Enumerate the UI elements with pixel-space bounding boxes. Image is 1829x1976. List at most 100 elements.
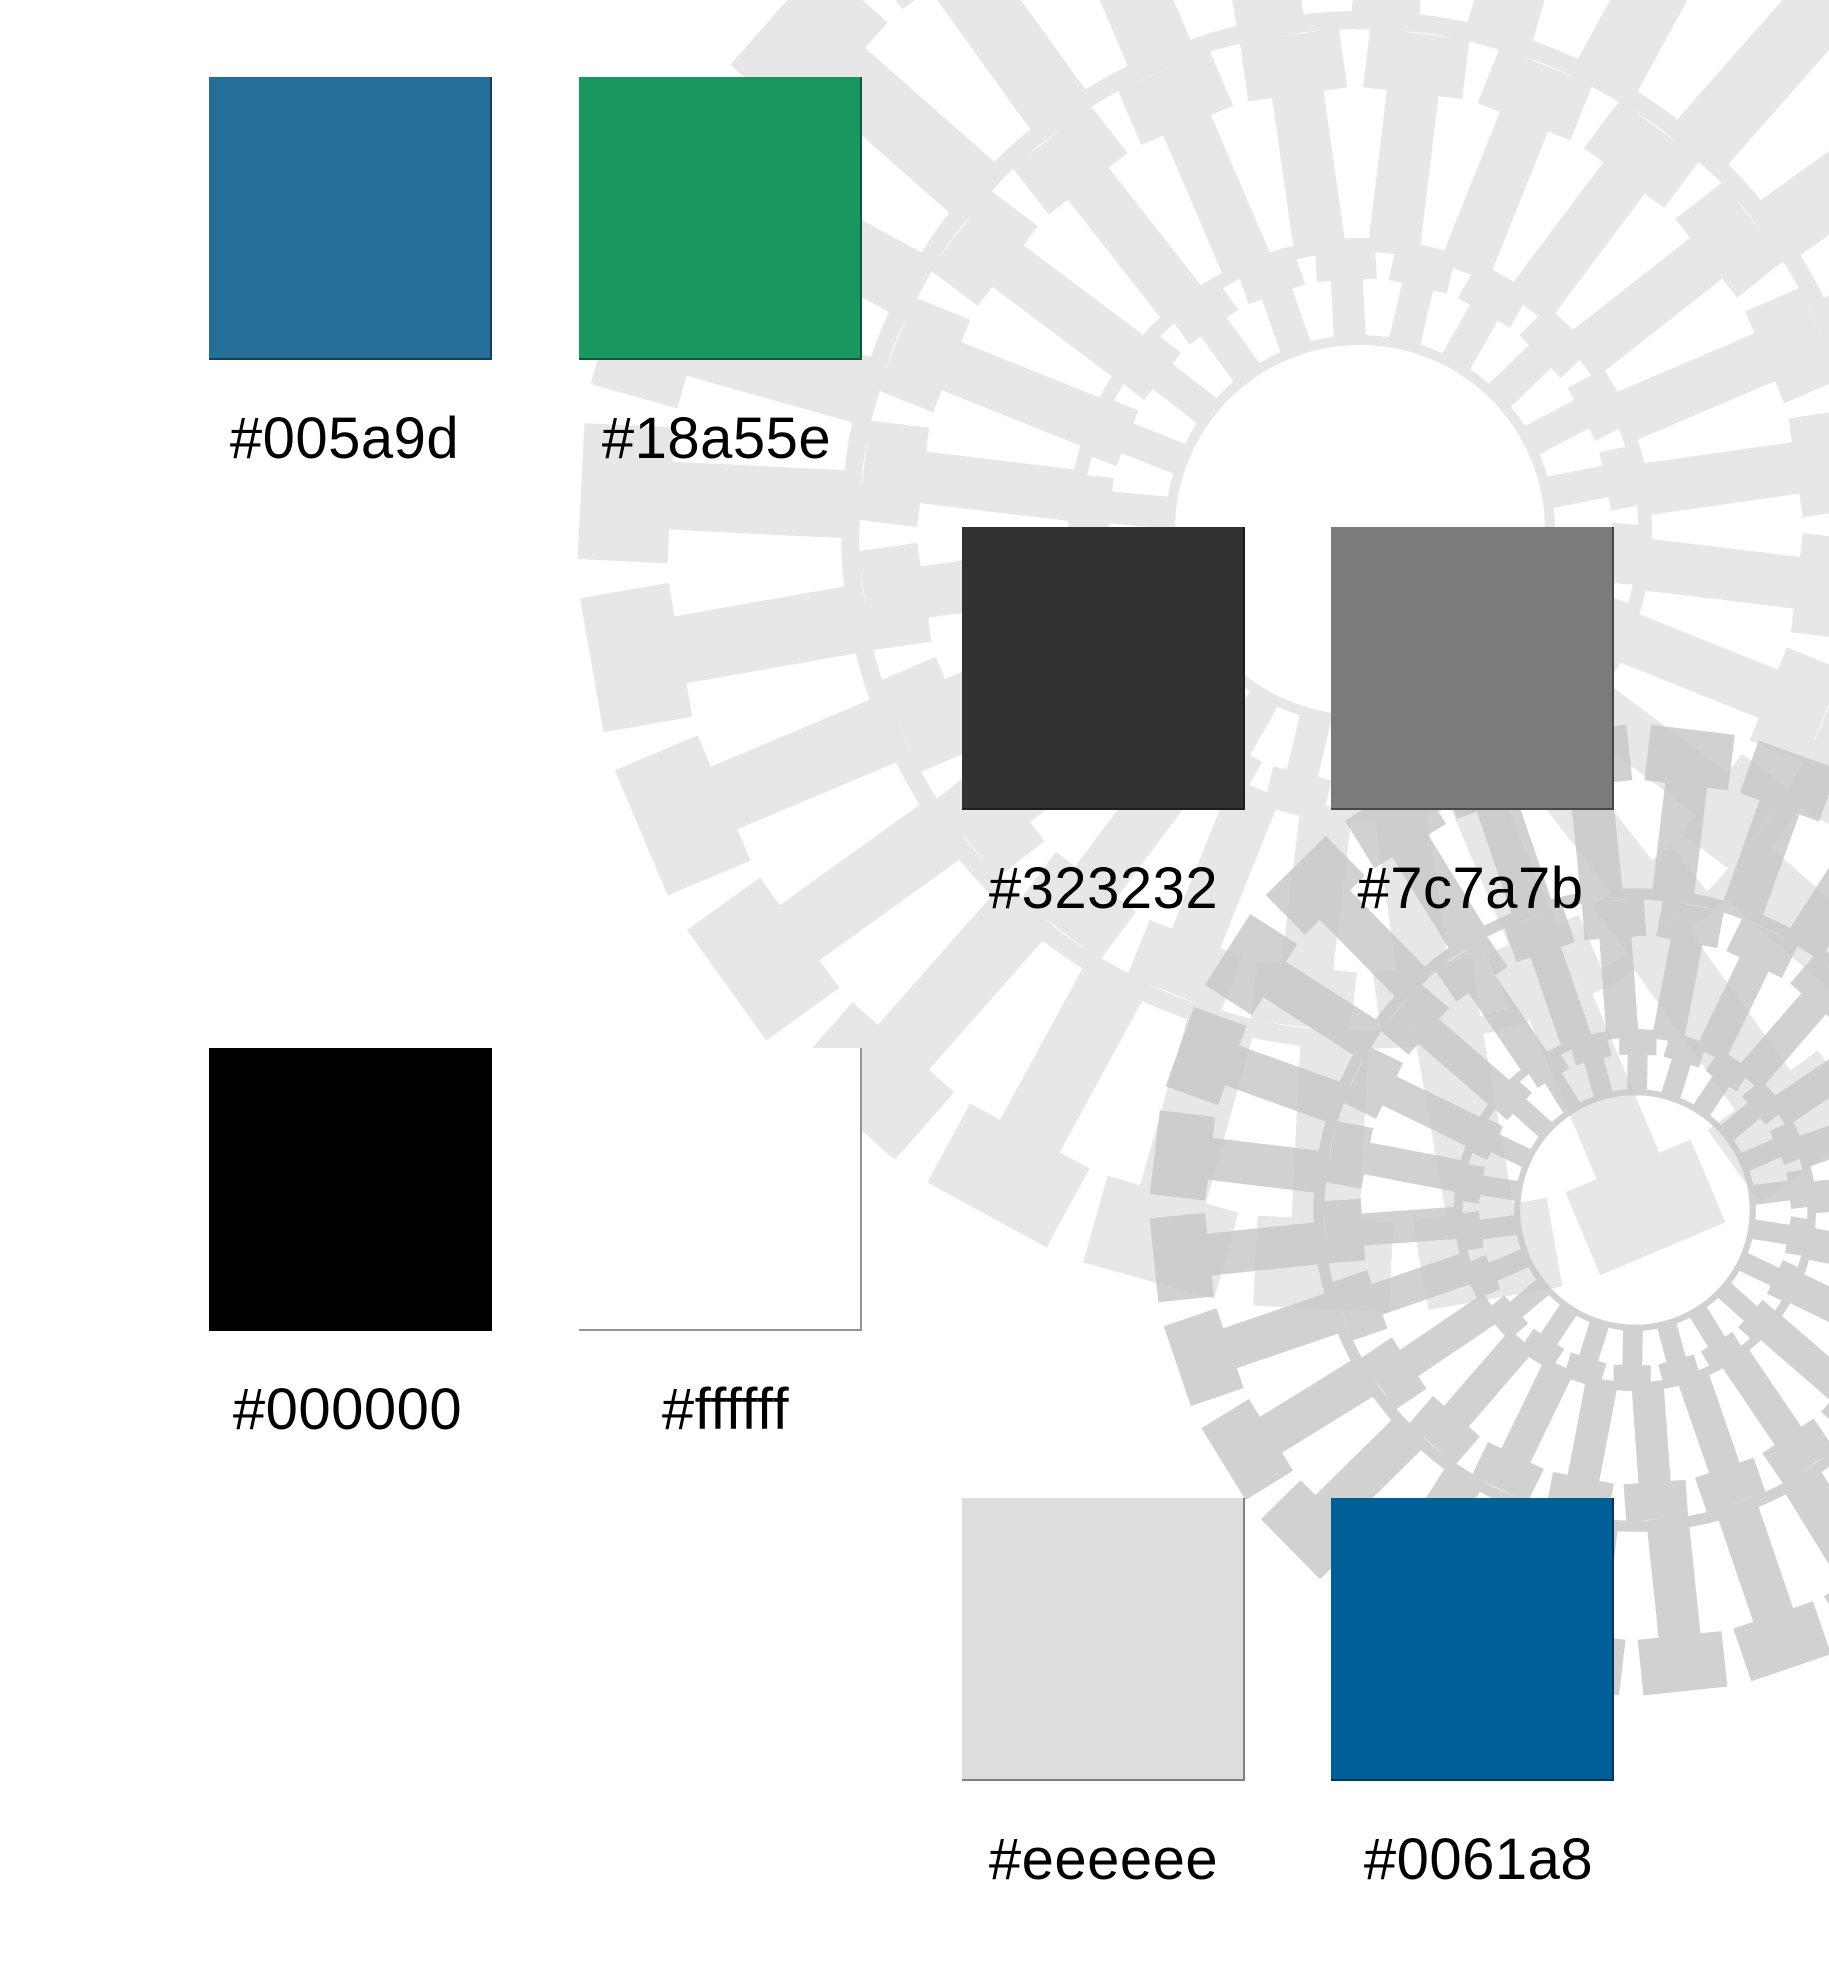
gear-outer-tooth [1165,1007,1351,1126]
gear-inner-tooth [1172,285,1265,390]
gear-inner-tooth [1571,1037,1615,1102]
swatch-label-black: #000000 [232,1377,463,1442]
gear-middle-tooth [857,420,1086,527]
gear-outer-tooth [1163,1290,1349,1407]
gear-inner-tooth [1088,399,1194,477]
gear-inner-tooth [1736,1123,1802,1174]
gear-inner-tooth [1527,1052,1584,1118]
gear-outer-tooth [1345,776,1491,958]
gear-inner-tooth [1565,1316,1611,1382]
gear-middle-tooth [1127,780,1280,1013]
color-swatch-light-gray [962,1498,1245,1781]
gear-middle-tooth [1634,533,1829,637]
gear-middle-tooth [1676,1368,1766,1514]
gear-middle-tooth [877,297,1110,450]
gear-middle-band [1453,1028,1817,1392]
gear-inner-tooth [1387,250,1454,354]
gear-outer-tooth [1201,1354,1383,1500]
gear-inner-tooth [1489,1276,1554,1336]
gear-middle-tooth [1719,1344,1829,1484]
gear-outer-band [1313,888,1829,1532]
gear-inner-tooth [1690,1055,1747,1121]
gear-outer-tooth [580,582,874,733]
gear-middle-tooth [1471,1359,1574,1503]
gear-middle-tooth [1239,28,1348,257]
gear-middle-tooth [1696,917,1799,1061]
gear-middle-tooth [1546,1377,1618,1521]
gear-inner-tooth [1747,1169,1810,1209]
gear-inner-band [1514,1089,1756,1331]
color-swatch-black [209,1048,492,1331]
gear-middle-tooth [1435,936,1551,1076]
color-swatch-green [579,77,862,360]
gear-inner-tooth [1460,1164,1524,1204]
gear-inner-tooth [1238,255,1314,361]
gear-inner-tooth [1613,1324,1651,1384]
gear-inner-tooth [1078,475,1178,538]
gear-inner-tooth [1470,1118,1536,1170]
gear-outer-tooth [686,794,974,1041]
gear-inner-tooth [1655,1318,1699,1383]
gear-middle-tooth [1323,1198,1463,1264]
gear-middle-tooth [1564,182,1785,378]
gear-middle-tooth [1581,898,1647,1038]
gear-inner-tooth [1468,1246,1534,1297]
gear-middle-tooth [1012,105,1208,326]
gear-inner-tooth [1482,314,1583,414]
gear-outer-tooth [1204,914,1386,1061]
swatch-label-light-gray: #eeeeee [988,1827,1219,1892]
gear-middle-tooth [1507,100,1700,322]
gear-outer-tooth [1715,1496,1829,1682]
gear-middle-tooth [1331,1251,1477,1341]
gear-outer-tooth [1149,1212,1329,1303]
gear-middle-tooth [1755,1311,1829,1419]
gear-middle-tooth [1610,610,1829,763]
gear-inner-tooth [1120,334,1224,429]
gear-inner-tooth [1460,1211,1523,1251]
gear-inner-tooth [1713,1279,1777,1340]
gear-inner-tooth [1437,271,1525,378]
gear-inner-tooth [1538,446,1641,511]
swatch-label-deep-blue: #0061a8 [1363,1827,1594,1892]
gear-outer-tooth [1644,724,1735,905]
gear-middle-tooth [1623,1382,1689,1522]
gear-middle-tooth [1652,899,1724,1043]
gear-inner-tooth [1493,1080,1557,1141]
swatch-label-dark-gray: #323232 [988,856,1219,921]
gear-middle-tooth [930,190,1152,383]
gear-middle-tooth [1607,287,1829,444]
gear-inner-tooth [1523,1299,1580,1365]
gear-inner-tooth [1315,248,1377,347]
gear-outer-tooth [1779,1462,1829,1605]
gear-inner-tooth [1516,373,1623,459]
gear-outer-tooth [730,0,1008,225]
gear-inner-tooth [1686,1302,1743,1368]
gear-outer-tooth [1637,1516,1728,1696]
gear-outer-tooth [895,0,1096,144]
gear-outer-tooth [927,952,1151,1248]
gear-outer-tooth [1149,1110,1330,1201]
gear-inner-tooth [1619,1036,1657,1096]
gear-outer-tooth [577,423,863,564]
color-swatch-white [579,1048,862,1331]
color-swatch-blue [209,77,492,360]
gear-middle-tooth [1380,983,1515,1109]
gear-middle-tooth [1736,955,1829,1090]
gear-inner-tooth [1659,1038,1705,1104]
gear-inner-tooth [1716,1084,1781,1144]
gear-middle-tooth [1363,27,1470,256]
gear-outer-tooth [1719,740,1829,926]
swatch-label-mid-gray: #7c7a7b [1357,856,1584,921]
gear-outer-tooth [1260,1412,1429,1580]
gear-outer-tooth [1665,0,1829,178]
gear-outer-tooth [1265,835,1433,1004]
color-swatch-deep-blue [1331,1498,1614,1781]
swatch-label-white: #ffffff [661,1377,790,1442]
gear-middle-tooth [1633,412,1829,518]
gear-middle-tooth [1117,50,1274,283]
gear-middle-tooth [1324,1121,1468,1193]
gear-middle-tooth [1504,906,1594,1052]
gear-middle-tooth [1342,1046,1486,1149]
swatch-label-blue: #005a9d [229,406,460,471]
